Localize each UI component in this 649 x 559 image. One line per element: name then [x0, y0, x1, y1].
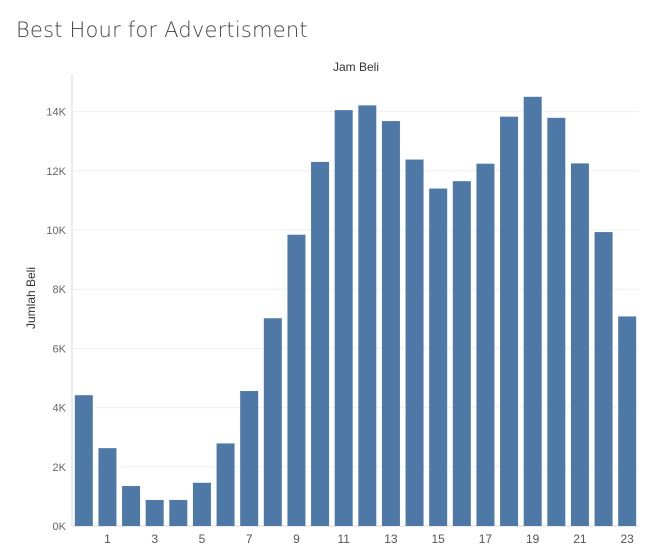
x-tick-label: 23 — [621, 532, 635, 546]
x-tick-label: 9 — [293, 532, 300, 546]
x-tick-label: 3 — [151, 532, 158, 546]
x-tick-label: 19 — [526, 532, 540, 546]
bar-hour-21[interactable] — [570, 163, 589, 526]
bar-hour-9[interactable] — [287, 234, 306, 527]
y-tick-label: 4K — [53, 403, 67, 415]
x-axis: 1 3 5 7 9 11 13 15 17 19 21 23 — [104, 532, 634, 546]
y-tick-label: 8K — [53, 284, 67, 296]
y-tick-label: 0K — [53, 521, 67, 533]
bar-hour-6[interactable] — [216, 443, 235, 526]
x-tick-label: 7 — [246, 532, 253, 546]
x-tick-label: 15 — [432, 532, 446, 546]
bar-hour-11[interactable] — [334, 110, 353, 527]
y-tick-label: 14K — [46, 107, 66, 119]
x-tick-label: 5 — [199, 532, 206, 546]
bar-hour-16[interactable] — [452, 181, 471, 526]
bar-hour-15[interactable] — [429, 188, 448, 526]
x-tick-label: 13 — [384, 532, 398, 546]
bars — [74, 96, 637, 527]
bar-hour-2[interactable] — [122, 486, 141, 526]
bar-hour-20[interactable] — [547, 117, 566, 526]
bar-hour-23[interactable] — [618, 316, 637, 526]
bar-hour-13[interactable] — [381, 121, 400, 526]
bar-hour-18[interactable] — [500, 116, 519, 526]
gridlines — [72, 111, 639, 527]
y-tick-label: 10K — [46, 225, 66, 237]
bar-hour-3[interactable] — [145, 499, 164, 526]
bar-hour-4[interactable] — [169, 499, 188, 526]
y-tick-label: 2K — [53, 462, 67, 474]
x-axis-title: Jam Beli — [333, 60, 379, 74]
bar-hour-7[interactable] — [240, 391, 259, 526]
bar-hour-10[interactable] — [311, 161, 330, 527]
bar-hour-19[interactable] — [523, 96, 542, 527]
y-axis: 0K 2K 4K 6K 8K 10K 12K 14K — [46, 74, 73, 533]
bar-hour-17[interactable] — [476, 163, 495, 526]
y-tick-label: 12K — [46, 166, 66, 178]
y-axis-title: Jumlah Beli — [24, 267, 38, 329]
x-tick-label: 11 — [337, 532, 350, 546]
bar-hour-12[interactable] — [358, 105, 377, 526]
bar-hour-0[interactable] — [74, 395, 93, 526]
x-tick-label: 1 — [104, 532, 111, 546]
bar-hour-8[interactable] — [263, 318, 282, 526]
bar-hour-14[interactable] — [405, 159, 424, 527]
x-tick-label: 17 — [479, 532, 493, 546]
y-tick-label: 6K — [53, 343, 67, 355]
bar-hour-5[interactable] — [192, 482, 211, 526]
x-tick-label: 21 — [573, 532, 587, 546]
bar-hour-1[interactable] — [98, 448, 117, 526]
bar-hour-22[interactable] — [594, 232, 613, 526]
chart-title: Best Hour for Advertisment — [16, 18, 308, 42]
